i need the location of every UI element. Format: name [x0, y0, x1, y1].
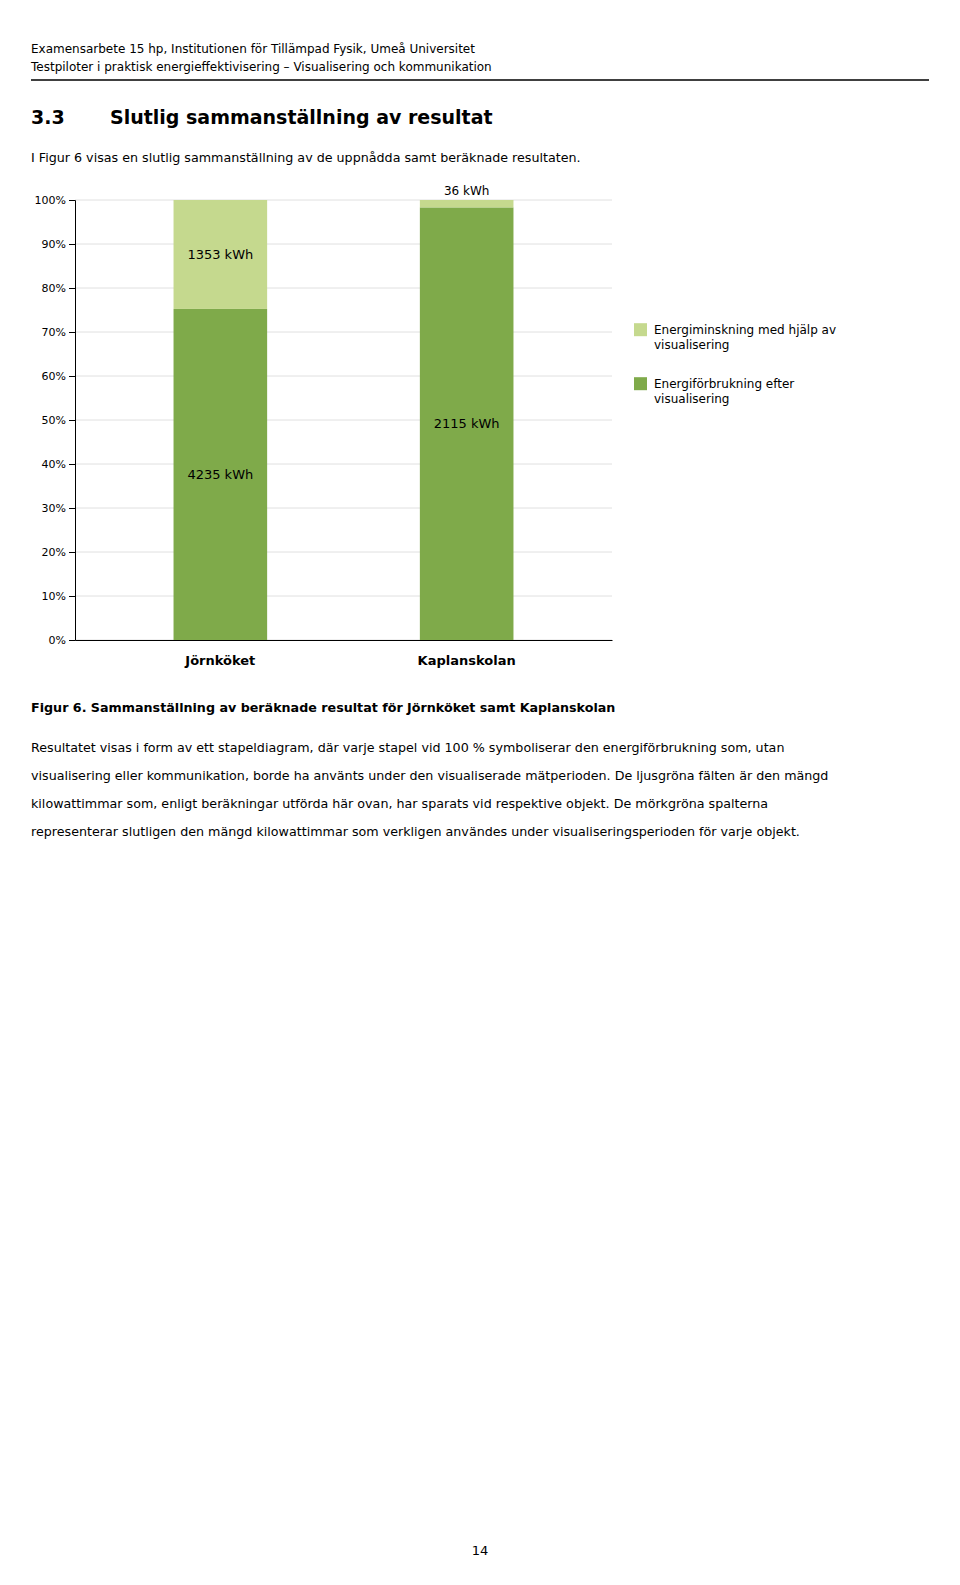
grid-line — [75, 552, 612, 553]
bar — [420, 200, 514, 207]
tick-mark — [69, 244, 75, 245]
tick-mark — [69, 640, 75, 641]
tick-label: 100% — [35, 194, 66, 207]
section-number: 3.3 — [31, 106, 65, 128]
bars — [174, 200, 514, 640]
grid-line — [75, 200, 612, 201]
tick-label: Kaplanskolan — [418, 653, 516, 668]
tick: 40% — [42, 458, 75, 471]
grid — [75, 200, 612, 640]
tick-label: 10% — [42, 590, 66, 603]
grid-line — [75, 244, 612, 245]
tick-mark — [69, 200, 75, 201]
section-intro: I Figur 6 visas en slutlig sammanställni… — [31, 150, 581, 165]
section-title: Slutlig sammanställning av resultat — [110, 106, 493, 128]
axis-line — [69, 201, 76, 641]
tick: 100% — [35, 194, 75, 207]
tick-mark — [69, 552, 75, 553]
tick-mark — [69, 376, 75, 377]
tick-label: 90% — [42, 238, 66, 251]
y-axis: 0% 10% 20% 30% 40% 50% 60% 70% 80% 90% 100% — [35, 194, 76, 647]
axis-line — [76, 640, 613, 641]
tick-label: 40% — [42, 458, 66, 471]
legend-swatch — [634, 377, 647, 390]
tick-mark — [69, 420, 75, 421]
tick-mark — [69, 288, 75, 289]
body-text: visualisering eller kommunikation, borde… — [31, 768, 828, 783]
grid-line — [75, 420, 612, 421]
bar — [420, 207, 514, 640]
grid-line — [75, 640, 612, 641]
tick-mark — [69, 508, 75, 509]
legend-item: Energiförbrukning eftervisualisering — [634, 377, 794, 406]
tick-label: 50% — [42, 414, 66, 427]
bar — [174, 309, 268, 640]
header-rule — [31, 79, 929, 81]
grid-line — [75, 596, 612, 597]
tick: 30% — [42, 502, 75, 515]
tick-label: 20% — [42, 546, 66, 559]
body-text: kilowattimmar som, enligt beräkningar ut… — [31, 796, 768, 811]
body-text: representerar slutligen den mängd kilowa… — [31, 824, 800, 839]
tick-label: 0% — [49, 634, 66, 647]
page: Examensarbete 15 hp, Institutionen för T… — [0, 0, 960, 1585]
tick: 20% — [42, 546, 75, 559]
x-axis: Jörnköket Kaplanskolan — [76, 641, 613, 668]
data-labels: 4235 kWh 2115 kWh 1353 kWh 36 kWh — [187, 184, 499, 482]
tick-label: 80% — [42, 282, 66, 295]
grid-line — [75, 288, 612, 289]
bar — [174, 200, 268, 309]
body-text: Resultatet visas i form av ett stapeldia… — [31, 740, 784, 755]
grid-line — [75, 508, 612, 509]
grid-line — [75, 464, 612, 465]
tick-mark — [69, 596, 75, 597]
tick: 80% — [42, 282, 75, 295]
legend-label: Energiminskning med hjälp avvisualiserin… — [654, 323, 836, 352]
chart: 0% 10% 20% 30% 40% 50% 60% 70% 80% 90% 100% Jörnkök… — [35, 184, 613, 668]
legend-swatch — [634, 323, 647, 336]
tick: Jörnköket — [184, 653, 255, 668]
tick: 90% — [42, 238, 75, 251]
tick-label: 30% — [42, 502, 66, 515]
tick-label: Jörnköket — [184, 653, 255, 668]
grid-line — [75, 332, 612, 333]
header-line: Testpiloter i praktisk energieffektivise… — [30, 60, 492, 74]
data-label: 4235 kWh — [187, 467, 253, 482]
legend-item: Energiminskning med hjälp avvisualiserin… — [634, 323, 836, 352]
data-label: 2115 kWh — [434, 416, 500, 431]
legend-label: Energiförbrukning eftervisualisering — [654, 377, 794, 406]
bar-series — [174, 200, 514, 309]
header-line: Examensarbete 15 hp, Institutionen för T… — [31, 42, 475, 56]
tick-mark — [69, 332, 75, 333]
tick-mark — [69, 464, 75, 465]
tick: 70% — [42, 326, 75, 339]
tick: 60% — [42, 370, 75, 383]
tick-label: 60% — [42, 370, 66, 383]
tick: 50% — [42, 414, 75, 427]
tick: 10% — [42, 590, 75, 603]
tick-label: 70% — [42, 326, 66, 339]
data-label: 1353 kWh — [187, 247, 253, 262]
legend: Energiminskning med hjälp avvisualiserin… — [634, 323, 836, 406]
grid-line — [75, 376, 612, 377]
page-number: 14 — [472, 1543, 489, 1558]
tick: 0% — [49, 634, 75, 647]
data-label: 36 kWh — [444, 184, 490, 198]
tick: Kaplanskolan — [418, 653, 516, 668]
figure-caption: Figur 6. Sammanställning av beräknade re… — [31, 700, 615, 715]
